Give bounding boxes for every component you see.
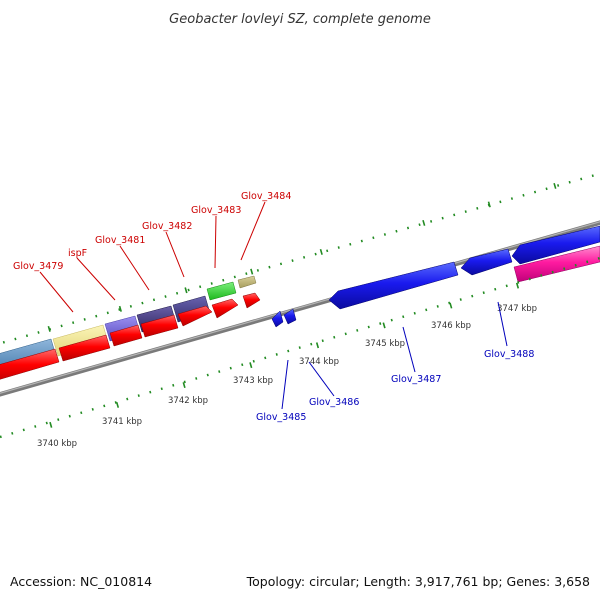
cds-arrow-6 xyxy=(211,298,239,319)
gene-label-ispf: ispF xyxy=(68,248,87,259)
position-labels: 3740 kbp 3741 kbp 3742 kbp 3743 kbp 3744… xyxy=(37,304,537,449)
gene-label-glov-3485: Glov_3485 xyxy=(256,412,306,423)
tick-label-3742: 3742 kbp xyxy=(168,396,208,406)
cds-arrow-next xyxy=(511,225,600,265)
cds-arrow-4 xyxy=(140,314,179,338)
map-title: Geobacter lovleyi SZ, complete genome xyxy=(169,12,431,27)
gene-label-glov-3488: Glov_3488 xyxy=(484,349,534,360)
cds-arrow-2 xyxy=(58,334,111,362)
lower-tick-track xyxy=(0,256,600,439)
gene-block-glov-3484-a xyxy=(206,281,237,301)
gene-block-glov-3484-b xyxy=(237,275,257,289)
rna-block xyxy=(513,245,600,283)
lower-major-ticks xyxy=(49,282,520,428)
cds-arrow-glov-3487 xyxy=(328,261,459,310)
gene-label-glov-3483: Glov_3483 xyxy=(191,205,241,216)
cds-arrow-glov-3488 xyxy=(460,248,513,276)
tick-label-3746: 3746 kbp xyxy=(431,321,471,331)
gene-label-glov-3481: Glov_3481 xyxy=(95,235,145,246)
cds-arrow-7 xyxy=(242,292,261,309)
cds-arrow-1 xyxy=(0,348,60,380)
forward-gene-labels: Glov_3479 ispF Glov_3481 Glov_3482 Glov_… xyxy=(13,191,291,313)
gene-label-glov-3484: Glov_3484 xyxy=(241,191,291,202)
tick-label-3747: 3747 kbp xyxy=(497,304,537,314)
upper-major-ticks xyxy=(47,182,557,332)
tick-label-3744: 3744 kbp xyxy=(299,357,339,367)
reverse-cds-track xyxy=(271,225,600,328)
tick-label-3745: 3745 kbp xyxy=(365,339,405,349)
tick-label-3741: 3741 kbp xyxy=(102,417,142,427)
genome-summary-text: Topology: circular; Length: 3,917,761 bp… xyxy=(246,574,590,589)
cds-arrow-5 xyxy=(177,305,213,327)
tick-label-3740: 3740 kbp xyxy=(37,439,77,449)
genome-backbone xyxy=(0,220,600,397)
cds-arrow-3 xyxy=(109,324,143,347)
gene-label-glov-3479: Glov_3479 xyxy=(13,261,63,272)
cds-arrow-glov-3485 xyxy=(271,310,284,328)
tick-label-3743: 3743 kbp xyxy=(233,376,273,386)
gene-label-glov-3482: Glov_3482 xyxy=(142,221,192,232)
gene-label-glov-3487: Glov_3487 xyxy=(391,374,441,385)
accession-text: Accession: NC_010814 xyxy=(10,574,152,589)
forward-cds-track xyxy=(0,292,261,380)
reverse-gene-labels: Glov_3485 Glov_3486 Glov_3487 Glov_3488 xyxy=(256,301,534,423)
gene-label-glov-3486: Glov_3486 xyxy=(309,397,359,408)
cds-arrow-glov-3486 xyxy=(283,308,297,325)
